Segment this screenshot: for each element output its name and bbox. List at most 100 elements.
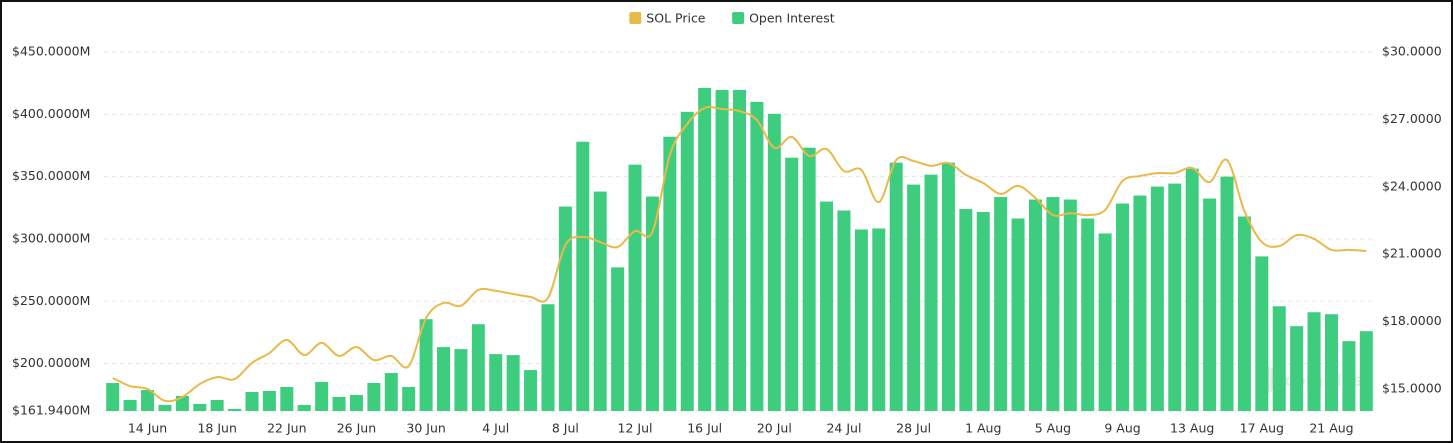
bar (976, 212, 990, 411)
x-tick-label: 24 Jul (826, 421, 861, 436)
bar (349, 394, 363, 411)
x-tick-label: 18 Jun (197, 421, 236, 436)
legend-swatch (629, 12, 642, 24)
x-tick-label: 16 Jul (687, 421, 722, 436)
y-tick-label: $450.0000M (12, 44, 90, 59)
y2-tick-label: $30.0000 (1382, 44, 1442, 59)
x-tick-label: 5 Aug (1035, 421, 1071, 436)
y-tick-label: $300.0000M (12, 230, 90, 245)
bar (994, 197, 1008, 411)
y-tick-label: $161.9400M (12, 403, 90, 418)
bar (141, 389, 155, 411)
bar (384, 373, 398, 411)
bar (123, 399, 137, 411)
bar (1133, 195, 1147, 411)
x-tick-label: 17 Aug (1240, 421, 1284, 436)
x-tick-label: 4 Jul (482, 421, 509, 436)
bar (1342, 341, 1356, 411)
x-tick-label: 28 Jul (896, 421, 931, 436)
bar (1220, 176, 1234, 411)
bar (611, 267, 625, 411)
bar (315, 382, 329, 411)
bar (628, 164, 642, 411)
bar (837, 210, 851, 411)
bar (402, 386, 416, 411)
bar (767, 113, 781, 411)
bar (1324, 314, 1338, 411)
y2-tick-label: $21.0000 (1382, 246, 1442, 261)
bar (106, 383, 120, 411)
bar (471, 324, 485, 411)
bar (489, 354, 503, 411)
bar (1046, 197, 1060, 411)
bar (785, 157, 799, 411)
bar (332, 396, 346, 411)
bar (680, 111, 694, 412)
bar (1255, 256, 1269, 411)
bar (645, 196, 659, 411)
bar (889, 162, 903, 411)
bar (872, 228, 886, 411)
bar (924, 174, 938, 411)
bar (1290, 326, 1304, 411)
bar (1028, 199, 1042, 411)
bar (1185, 168, 1199, 411)
bar (262, 390, 276, 411)
x-tick-label: 21 Aug (1309, 421, 1353, 436)
legend-swatch (732, 12, 745, 24)
y-tick-label: $200.0000M (12, 355, 90, 370)
y2-tick-label: $24.0000 (1382, 178, 1442, 193)
bar (941, 162, 955, 411)
y2-tick-label: $15.0000 (1382, 380, 1442, 395)
y2-tick-label: $27.0000 (1382, 111, 1442, 126)
bar (506, 355, 520, 411)
bar (454, 349, 468, 411)
x-tick-label: 30 Jun (406, 421, 445, 436)
bar (524, 370, 538, 411)
x-tick-label: 1 Aug (965, 421, 1001, 436)
bar (193, 403, 207, 411)
y-tick-label: $250.0000M (12, 293, 90, 308)
bar (698, 87, 712, 412)
bar (663, 136, 677, 412)
legend-label: SOL Price (646, 11, 706, 26)
bar (245, 391, 259, 411)
bar (733, 89, 746, 412)
bar (437, 347, 451, 411)
bar (1011, 218, 1025, 411)
bar (297, 404, 311, 411)
bar (802, 147, 816, 412)
bar (175, 395, 189, 411)
bar (1150, 186, 1164, 411)
bar (715, 89, 729, 412)
bar (280, 386, 294, 411)
bar (1307, 312, 1321, 411)
bar (1237, 216, 1251, 411)
x-tick-label: 12 Jul (618, 421, 653, 436)
bar (854, 229, 868, 411)
bar (1203, 198, 1217, 411)
x-tick-label: 20 Jul (757, 421, 792, 436)
bar (1116, 203, 1130, 411)
y-tick-label: $350.0000M (12, 168, 90, 183)
bar (593, 191, 607, 411)
bar (1359, 331, 1373, 411)
bar (1063, 199, 1077, 411)
bar (907, 184, 921, 411)
x-tick-label: 22 Jun (267, 421, 306, 436)
bar (1168, 183, 1182, 411)
x-tick-label: 14 Jun (128, 421, 167, 436)
x-tick-label: 26 Jun (337, 421, 376, 436)
bar (959, 209, 973, 411)
y-tick-label: $400.0000M (12, 106, 90, 121)
bar (228, 408, 242, 411)
x-tick-label: 8 Jul (552, 421, 579, 436)
bar (558, 206, 572, 411)
bar (210, 399, 224, 411)
bar (576, 141, 590, 411)
bar (367, 383, 381, 411)
bar (419, 319, 433, 411)
bar (158, 404, 172, 411)
bar (750, 101, 764, 412)
